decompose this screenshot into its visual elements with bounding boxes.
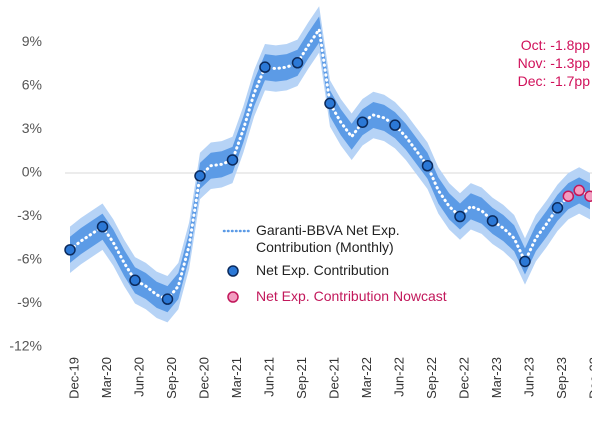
legend-marker (227, 291, 239, 303)
point (129, 274, 141, 287)
legend-item: Net Exp. Contribution (222, 262, 512, 280)
point (291, 57, 304, 69)
x-tick-label: Jun-22 (391, 357, 406, 397)
legend-swatch-svg (227, 265, 239, 277)
y-tick-label: 6% (22, 77, 42, 93)
x-tick-label: Dec-19 (66, 357, 81, 399)
x-tick-label: Dec-22 (456, 357, 471, 399)
x-tick-label: Jun-21 (261, 357, 276, 397)
point (64, 244, 76, 256)
y-tick-label: -6% (17, 251, 42, 267)
point (96, 220, 109, 233)
x-tick-label: Jun-23 (521, 357, 536, 397)
legend-label: Net Exp. Contribution (256, 262, 390, 278)
x-tick-label: Sep-21 (294, 357, 309, 399)
point (486, 215, 499, 227)
point (194, 170, 206, 182)
x-tick-label: Jun-20 (131, 357, 146, 397)
point (584, 190, 592, 202)
legend-swatch (222, 288, 256, 306)
x-tick-label: Sep-22 (424, 357, 439, 399)
y-tick-label: 0% (22, 164, 42, 180)
point (161, 293, 174, 305)
point (226, 154, 239, 166)
point (519, 255, 531, 268)
legend-item: Net Exp. Contribution Nowcast (222, 288, 512, 306)
annotation: Nov: -1.3pp (517, 55, 590, 71)
legend-swatch-svg (227, 291, 239, 303)
y-tick-label: 3% (22, 120, 42, 136)
legend-label: Garanti-BBVA Net Exp. Contribution (Mont… (256, 222, 400, 255)
x-tick-label: Dec-20 (196, 357, 211, 399)
point (454, 210, 466, 223)
x-tick-label: Dec-23 (586, 357, 592, 399)
legend: Garanti-BBVA Net Exp. Contribution (Mont… (222, 222, 512, 312)
x-tick-label: Sep-20 (164, 357, 179, 399)
x-tick-label: Sep-23 (554, 357, 569, 399)
point (573, 184, 585, 197)
legend-swatch (222, 262, 256, 280)
point (356, 116, 369, 128)
point (551, 202, 564, 214)
annotations: Oct: -1.8pp Nov: -1.3pp Dec: -1.7pp (518, 36, 590, 90)
x-tick-label: Dec-21 (326, 357, 341, 399)
x-tick-label: Mar-23 (489, 357, 504, 398)
legend-label: Net Exp. Contribution Nowcast (256, 288, 447, 304)
y-tick-label: -12% (9, 338, 42, 354)
x-tick-label: Mar-20 (99, 357, 114, 398)
point (259, 61, 271, 73)
legend-swatch-svg (222, 229, 254, 233)
point (324, 97, 336, 110)
legend-marker (227, 265, 239, 277)
y-tick-label: -3% (17, 207, 42, 223)
annotation: Oct: -1.8pp (520, 37, 590, 53)
legend-item: Garanti-BBVA Net Exp. Contribution (Mont… (222, 222, 512, 256)
x-tick-label: Mar-21 (229, 357, 244, 398)
point (421, 160, 434, 172)
point (389, 119, 401, 131)
annotation: Dec: -1.7pp (517, 73, 590, 89)
y-tick-label: 9% (22, 33, 42, 49)
y-tick-label: -9% (17, 294, 42, 310)
point (562, 190, 575, 202)
legend-swatch (222, 222, 256, 240)
x-tick-label: Mar-22 (359, 357, 374, 398)
